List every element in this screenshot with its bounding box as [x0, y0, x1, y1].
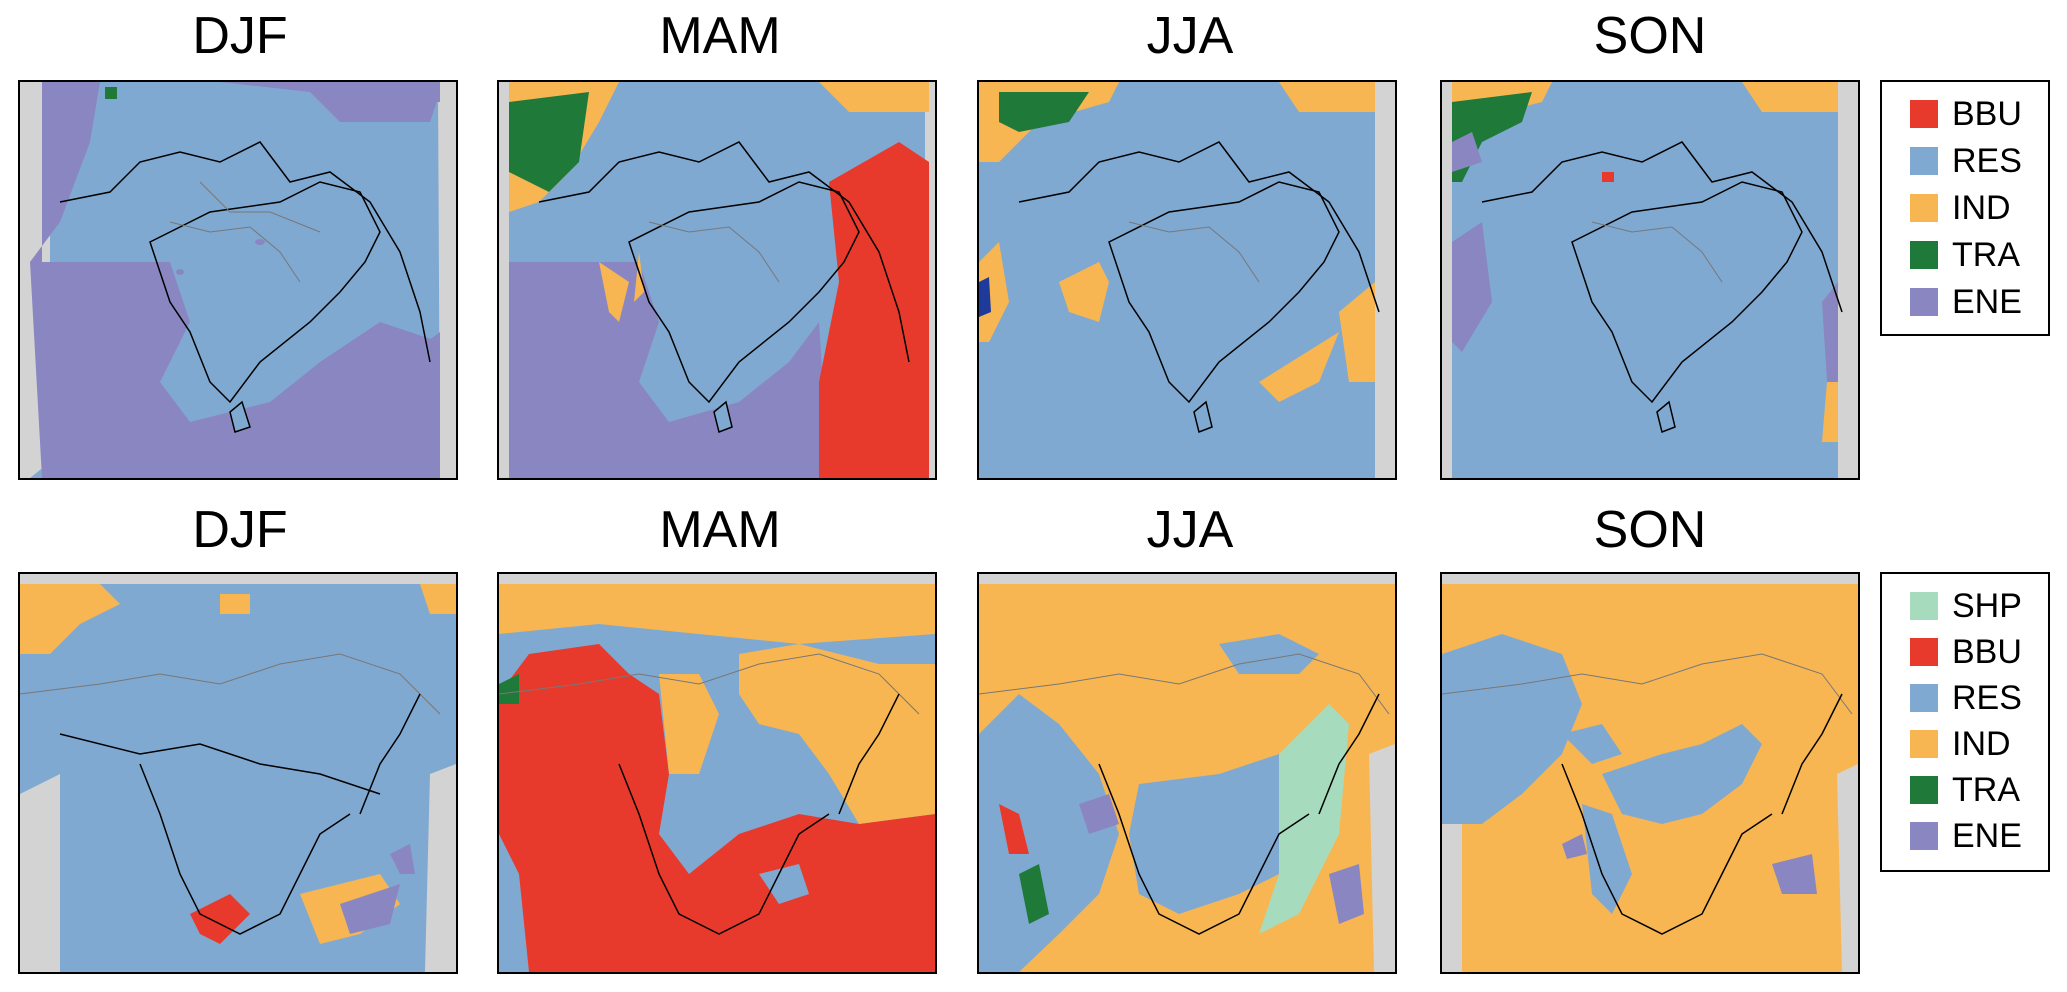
panel-title-r2-son: SON	[1593, 501, 1707, 559]
legend-item: BBU	[1910, 94, 2022, 134]
map-panel-r1-jja	[977, 80, 1397, 480]
panel-title-r1-son: SON	[1593, 7, 1707, 65]
legend-label: TRA	[1952, 235, 2020, 274]
legend-item: IND	[1910, 188, 2011, 228]
legend-swatch-shp	[1910, 592, 1938, 620]
legend-swatch-ene	[1910, 822, 1938, 850]
legend-swatch-tra	[1910, 776, 1938, 804]
legend-swatch-ind	[1910, 194, 1938, 222]
panel-title-r2-jja: JJA	[1146, 501, 1234, 559]
legend-swatch-ind	[1910, 730, 1938, 758]
legend-item: RES	[1910, 141, 2022, 181]
legend-r2: SHP BBU RES IND TRA ENE	[1880, 572, 2050, 872]
legend-item: TRA	[1910, 770, 2020, 810]
legend-swatch-tra	[1910, 241, 1938, 269]
legend-swatch-res	[1910, 147, 1938, 175]
map-panel-r2-djf	[18, 572, 458, 974]
map-panel-r2-jja	[977, 572, 1397, 974]
legend-label: BBU	[1952, 94, 2022, 133]
legend-label: ENE	[1952, 282, 2022, 321]
legend-r1: BBU RES IND TRA ENE	[1880, 80, 2050, 336]
map-panel-r1-mam	[497, 80, 937, 480]
panel-title-r1-jja: JJA	[1146, 7, 1234, 65]
legend-item: SHP	[1910, 586, 2022, 626]
legend-label: RES	[1952, 678, 2022, 717]
legend-label: BBU	[1952, 632, 2022, 671]
legend-label: ENE	[1952, 816, 2022, 855]
map-panel-r1-son	[1440, 80, 1860, 480]
legend-label: IND	[1952, 188, 2011, 227]
legend-item: ENE	[1910, 816, 2022, 856]
legend-label: IND	[1952, 724, 2011, 763]
legend-label: TRA	[1952, 770, 2020, 809]
legend-label: RES	[1952, 141, 2022, 180]
legend-item: ENE	[1910, 282, 2022, 322]
legend-swatch-res	[1910, 684, 1938, 712]
map-panel-r2-mam	[497, 572, 937, 974]
legend-label: SHP	[1952, 586, 2022, 625]
legend-item: TRA	[1910, 235, 2020, 275]
panel-title-r2-mam: MAM	[659, 501, 781, 559]
panel-title-r1-djf: DJF	[192, 7, 288, 65]
panel-title-r1-mam: MAM	[659, 7, 781, 65]
legend-swatch-bbu	[1910, 638, 1938, 666]
legend-swatch-ene	[1910, 288, 1938, 316]
legend-item: BBU	[1910, 632, 2022, 672]
map-panel-r1-djf	[18, 80, 458, 480]
legend-item: RES	[1910, 678, 2022, 718]
map-panel-r2-son	[1440, 572, 1860, 974]
panel-title-r2-djf: DJF	[192, 501, 288, 559]
legend-swatch-bbu	[1910, 100, 1938, 128]
legend-item: IND	[1910, 724, 2011, 764]
